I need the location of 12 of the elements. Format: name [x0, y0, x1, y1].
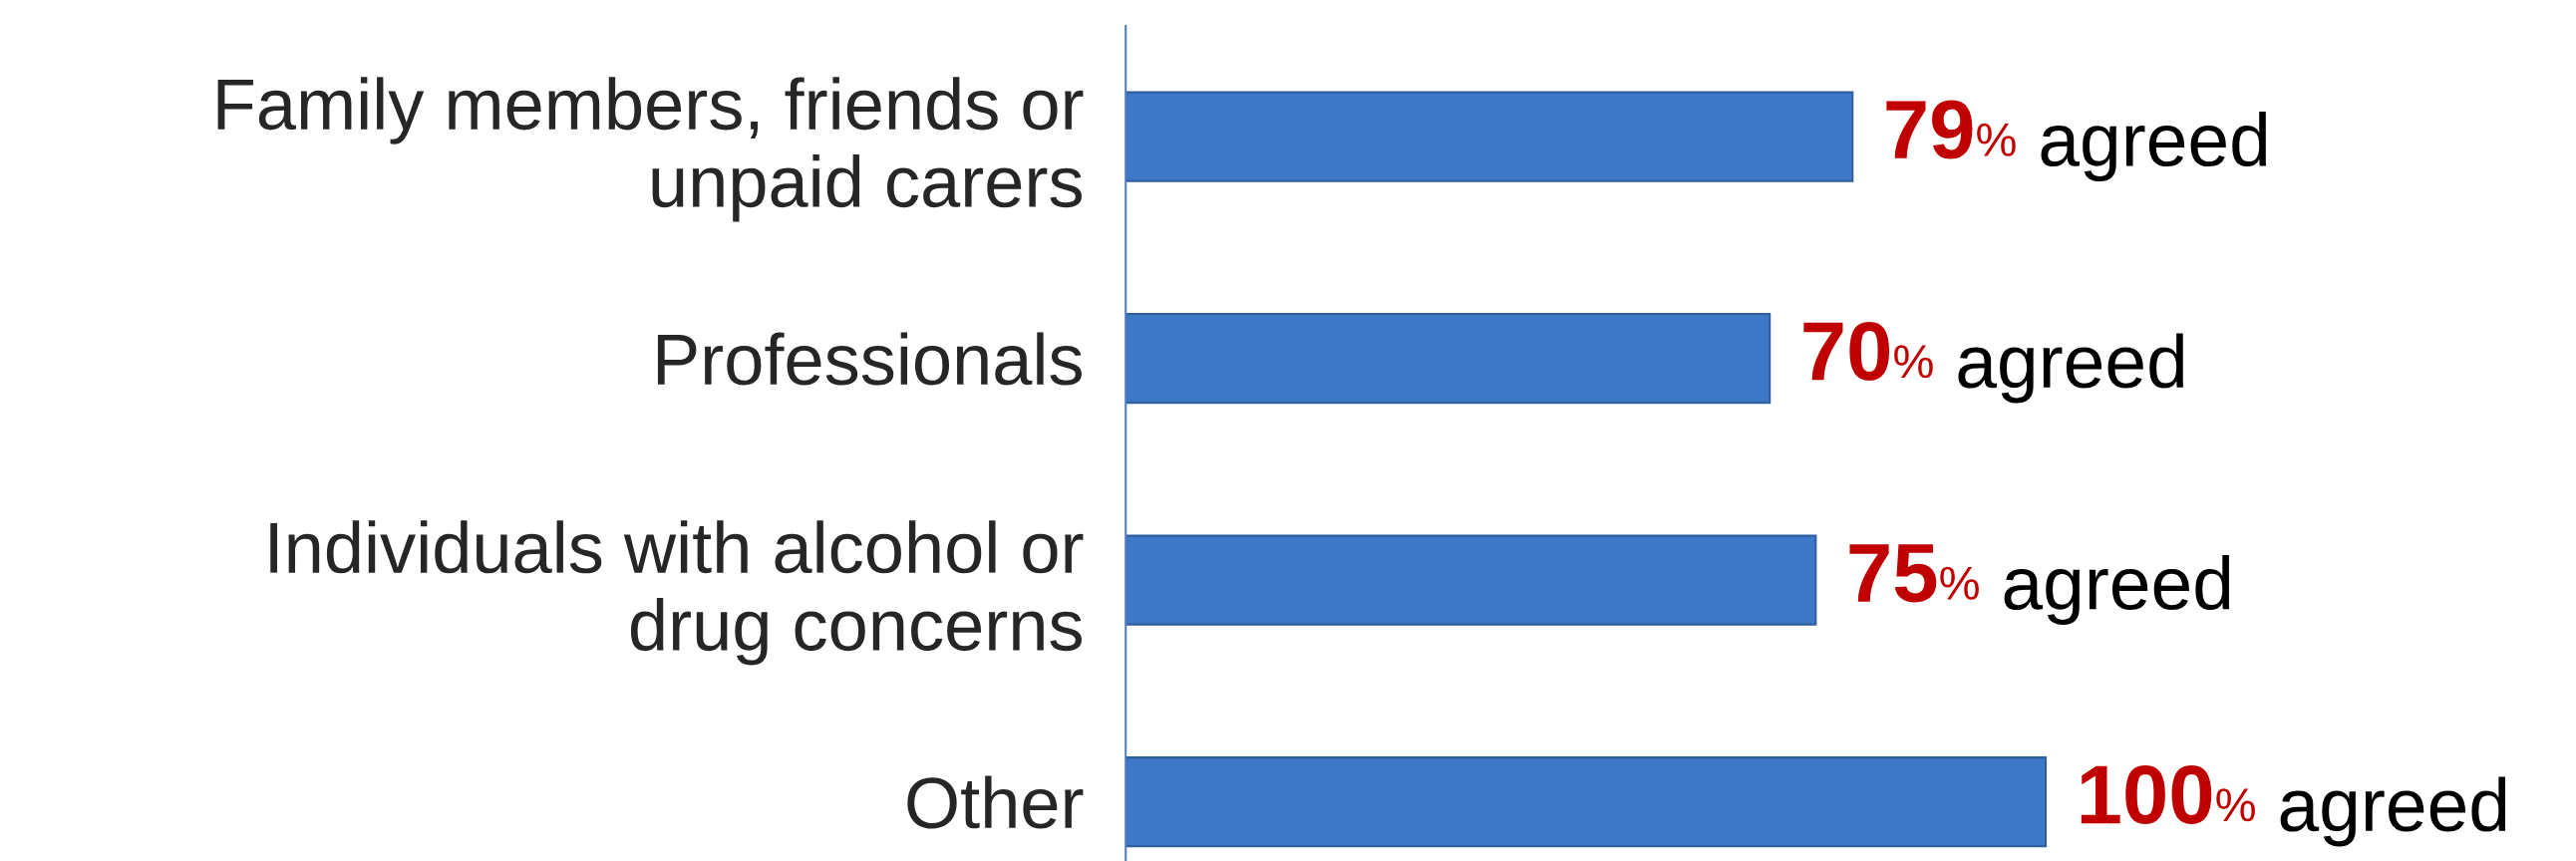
bar [1126, 313, 1771, 405]
bar [1126, 756, 2048, 848]
data-label: 79% agreed [1886, 100, 2267, 181]
bar [1126, 534, 1817, 626]
data-label: 70% agreed [1803, 322, 2183, 404]
data-label: 75% agreed [1849, 544, 2230, 625]
y-tick-label: Professionals [657, 332, 1082, 386]
bar [1126, 91, 1854, 182]
data-label: 100% agreed [2081, 764, 2506, 847]
y-tick-label: Other [907, 775, 1084, 829]
y-tick-label: Individuals with alcohol or drug concerns [270, 520, 1084, 666]
y-tick-label: Family members, friends or unpaid carers [217, 77, 1084, 222]
